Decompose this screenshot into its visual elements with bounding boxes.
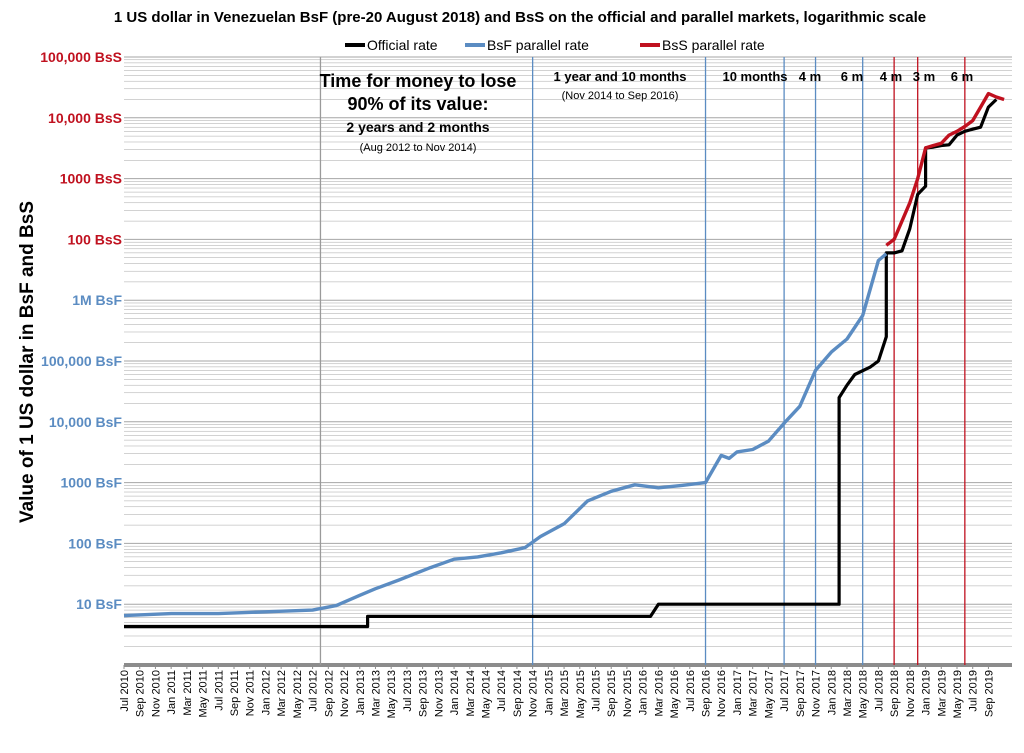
x-tick-label: Mar 2018 [842, 670, 854, 716]
x-tick-label: Jul 2015 [591, 670, 603, 712]
x-tick-label: Sep 2010 [135, 670, 147, 717]
y-tick-label-bsf: 100 BsF [68, 535, 122, 551]
x-tick-label: Sep 2016 [701, 670, 713, 717]
x-tick-label: Nov 2011 [245, 670, 257, 716]
y-tick-label-bss: 100,000 BsS [40, 49, 122, 65]
x-tick-label: Jan 2012 [260, 670, 272, 715]
x-tick-label: Jan 2015 [543, 670, 555, 715]
x-tick-label: Jan 2016 [638, 670, 650, 715]
series-line-official [124, 98, 998, 629]
series-line-bss-parallel [885, 91, 1005, 247]
x-tick-label: Jan 2013 [355, 670, 367, 715]
annotation-main-line4: (Aug 2012 to Nov 2014) [360, 142, 477, 154]
annotation-period2-line2: (Nov 2014 to Sep 2016) [562, 90, 679, 102]
x-tick-label: Nov 2016 [716, 670, 728, 717]
period-lines [319, 57, 966, 665]
x-tick-label: May 2017 [763, 670, 775, 718]
annotations: Time for money to lose 90% of its value:… [320, 69, 974, 154]
x-tick-label: Jul 2011 [213, 670, 225, 711]
y-tick-label-bsf: 1M BsF [72, 292, 122, 308]
x-tick-label: Nov 2017 [811, 670, 823, 717]
annotation-period7: 3 m [913, 69, 935, 84]
x-tick-label: Sep 2012 [323, 670, 335, 717]
chart-title: 1 US dollar in Venezuelan BsF (pre-20 Au… [114, 9, 926, 26]
annotation-period4: 4 m [799, 69, 821, 84]
y-tick-label-bsf: 10 BsF [76, 596, 122, 612]
x-tick-label: Jul 2012 [308, 670, 320, 712]
y-axis-label: Value of 1 US dollar in BsF and BsS [17, 201, 38, 523]
x-tick-label: Mar 2014 [465, 670, 477, 716]
legend-label-bsf: BsF parallel rate [487, 37, 589, 53]
x-tick-label: Jan 2014 [449, 670, 461, 715]
y-tick-label-bss: 10,000 BsS [48, 110, 122, 126]
x-tick-label: Jul 2018 [873, 670, 885, 712]
x-tick-label: Sep 2013 [418, 670, 430, 717]
annotation-period5: 6 m [841, 69, 863, 84]
annotation-period6: 4 m [880, 69, 902, 84]
gridlines [124, 56, 1012, 667]
x-tick-label: Jul 2010 [119, 670, 131, 712]
x-tick-label: Mar 2011 [182, 670, 194, 716]
x-tick-label: Mar 2016 [653, 670, 665, 716]
x-tick-label: Sep 2015 [606, 670, 618, 717]
x-tick-label: Jul 2014 [496, 670, 508, 712]
x-tick-label: Mar 2012 [276, 670, 288, 716]
x-tick-label: May 2014 [480, 670, 492, 718]
x-tick-label: May 2013 [386, 670, 398, 718]
x-tick-label: Jan 2019 [921, 670, 933, 715]
x-tick-label: May 2012 [292, 670, 304, 718]
annotation-period8: 6 m [951, 69, 973, 84]
legend-label-official: Official rate [367, 37, 438, 53]
annotation-main-line3: 2 years and 2 months [346, 119, 489, 135]
x-tick-label: May 2019 [952, 670, 964, 718]
x-tick-label: May 2016 [669, 670, 681, 718]
x-tick-label: Nov 2015 [622, 670, 634, 717]
annotation-main-line1: Time for money to lose [320, 71, 517, 91]
x-axis-ticks: Jul 2010 Sep 2010 Nov 2010 Jan 2011 Mar 2011… [119, 665, 995, 718]
x-tick-label: Jul 2013 [402, 670, 414, 712]
x-tick-label: May 2018 [858, 670, 870, 718]
x-tick-label: Jan 2018 [826, 670, 838, 715]
y-tick-label-bsf: 100,000 BsF [41, 353, 122, 369]
y-axis-ticks: 10 BsF 100 BsF 1000 BsF 10,000 BsF 100,000 B… [40, 49, 122, 612]
x-tick-label: Jan 2017 [732, 670, 744, 715]
series [123, 91, 1005, 629]
x-tick-label: Nov 2013 [433, 670, 445, 717]
x-tick-label: Mar 2019 [936, 670, 948, 716]
x-tick-label: Nov 2010 [150, 670, 162, 717]
x-tick-label: Nov 2014 [528, 670, 540, 717]
x-tick-label: May 2011 [198, 670, 210, 718]
legend-label-bss: BsS parallel rate [662, 37, 765, 53]
x-tick-label: Sep 2018 [889, 670, 901, 717]
x-tick-label: Nov 2012 [339, 670, 351, 717]
x-tick-label: Sep 2014 [512, 670, 524, 717]
x-tick-label: Sep 2011 [229, 670, 241, 716]
x-tick-label: Jul 2016 [685, 670, 697, 712]
annotation-period3: 10 months [722, 69, 787, 84]
legend: Official rate BsF parallel rate BsS para… [345, 37, 765, 53]
x-tick-label: May 2015 [575, 670, 587, 718]
x-tick-label: Jul 2019 [968, 670, 980, 712]
x-tick-label: Mar 2017 [748, 670, 760, 716]
x-tick-label: Nov 2018 [905, 670, 917, 717]
annotation-period2-line1: 1 year and 10 months [554, 69, 687, 84]
y-tick-label-bsf: 10,000 BsF [49, 414, 123, 430]
y-tick-label-bss: 1000 BsS [60, 171, 122, 187]
x-tick-label: Mar 2013 [370, 670, 382, 716]
x-tick-label: Jul 2017 [779, 670, 791, 712]
series-line-bsf-parallel [123, 252, 888, 618]
y-tick-label-bsf: 1000 BsF [61, 475, 123, 491]
x-tick-label: Mar 2015 [559, 670, 571, 716]
y-tick-label-bss: 100 BsS [68, 231, 122, 247]
x-tick-label: Sep 2019 [983, 670, 995, 717]
x-tick-label: Sep 2017 [795, 670, 807, 717]
x-tick-label: Jan 2011 [166, 670, 178, 714]
annotation-main-line2: 90% of its value: [347, 94, 488, 114]
